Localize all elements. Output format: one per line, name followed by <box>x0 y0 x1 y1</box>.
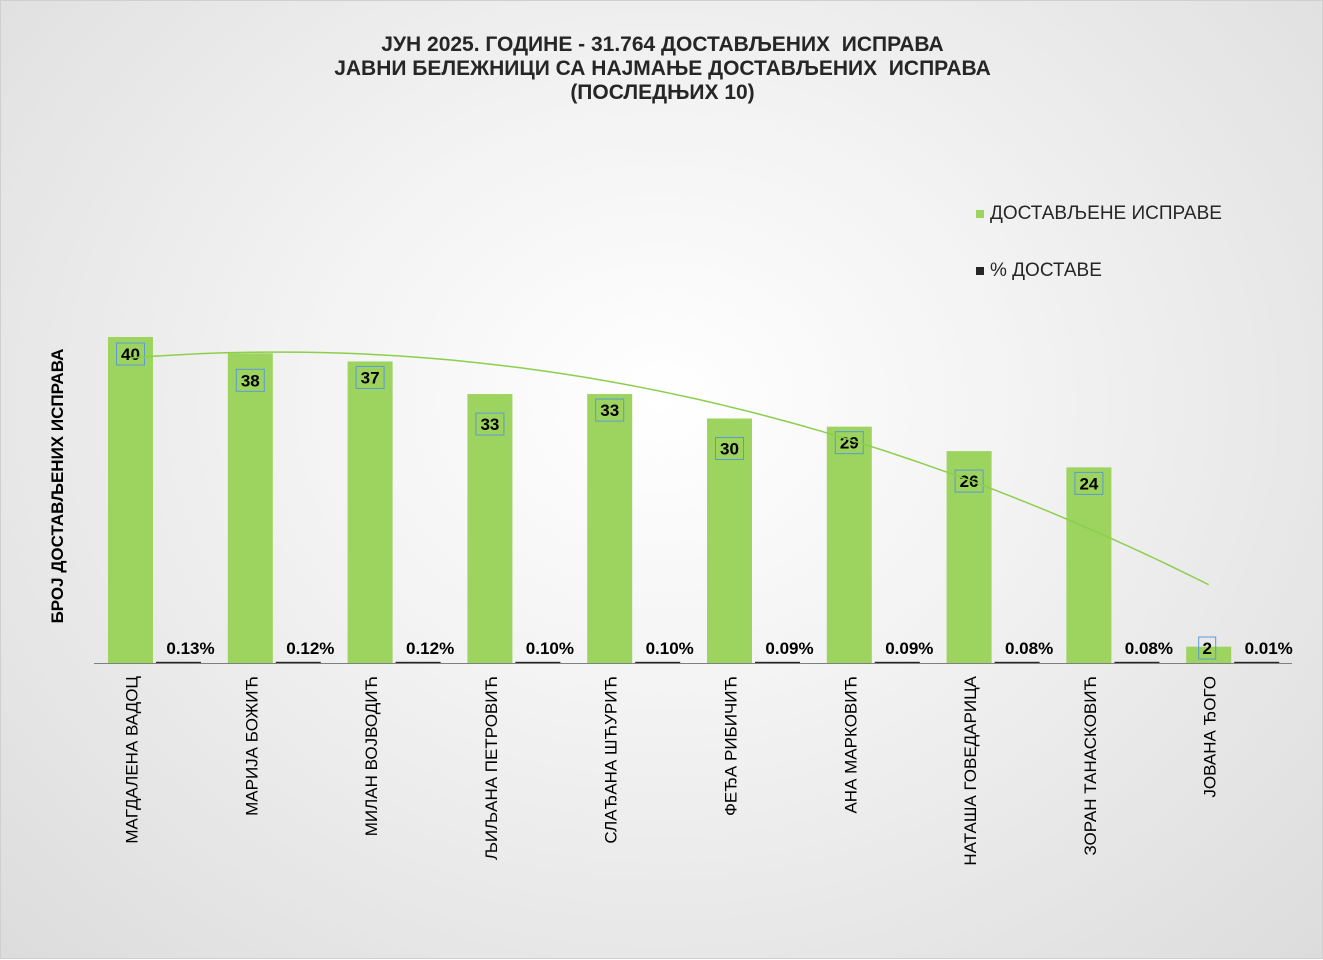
data-label-percent-3: 0.10% <box>526 639 574 658</box>
x-tick-label-4: СЛАЂАНА ШЋУРИЋ <box>602 676 621 844</box>
data-label-documents-7: 26 <box>960 472 979 491</box>
data-label-percent-1: 0.12% <box>286 639 334 658</box>
data-label-documents-0: 40 <box>121 345 140 364</box>
data-label-percent-9: 0.01% <box>1245 639 1293 658</box>
x-tick-label-2: МИЛАН ВОЈВОДИЋ <box>362 676 381 836</box>
bar-percent-9 <box>1234 661 1280 663</box>
x-tick-label-6: АНА МАРКОВИЋ <box>841 676 860 814</box>
data-label-box-4 <box>595 398 625 422</box>
bar-percent-8 <box>1114 661 1160 663</box>
data-label-documents-8: 24 <box>1079 474 1098 493</box>
bar-documents-6 <box>826 426 872 663</box>
data-label-box-5 <box>715 437 744 460</box>
data-label-documents-9: 2 <box>1202 639 1211 658</box>
legend-label-documents: ДОСТАВЉЕНЕ ИСПРАВЕ <box>990 203 1222 224</box>
x-tick-label-3: ЉИЉАНА ПЕТРОВИЋ <box>482 676 501 860</box>
bar-documents-8 <box>1066 467 1112 663</box>
data-label-percent-0: 0.13% <box>166 639 214 658</box>
bar-documents-4 <box>587 394 633 663</box>
data-label-documents-1: 38 <box>241 371 260 390</box>
data-label-box-1 <box>235 368 265 392</box>
x-tick-label-9: ЈОВАНА ЂОГО <box>1201 676 1220 798</box>
data-label-percent-2: 0.12% <box>406 639 454 658</box>
legend-label-percent: % ДОСТАВЕ <box>990 260 1102 281</box>
data-label-percent-8: 0.08% <box>1125 639 1173 658</box>
data-label-percent-7: 0.08% <box>1005 639 1053 658</box>
data-label-percent-5: 0.09% <box>765 639 813 658</box>
x-tick-label-1: МАРИЈА БОЖИЋ <box>242 676 261 816</box>
data-label-box-8 <box>1074 471 1104 495</box>
bar-documents-3 <box>467 394 513 663</box>
data-label-percent-6: 0.09% <box>885 639 933 658</box>
data-label-documents-4: 33 <box>600 401 619 420</box>
x-tick-label-7: НАТАША ГОВЕДАРИЦА <box>961 675 980 865</box>
bar-percent-5 <box>755 661 800 663</box>
bar-percent-2 <box>395 661 441 663</box>
data-label-documents-5: 30 <box>720 440 739 459</box>
data-label-box-6 <box>834 431 864 455</box>
data-label-box-3 <box>475 412 505 436</box>
data-label-documents-3: 33 <box>480 415 499 434</box>
bar-percent-6 <box>874 661 920 663</box>
data-label-documents-6: 29 <box>840 434 859 453</box>
bar-percent-3 <box>515 661 561 663</box>
data-label-box-7 <box>954 469 984 493</box>
chart-title-line-1: ЈУН 2025. ГОДИНЕ - 31.764 ДОСТАВЉЕНИХ ИС… <box>381 33 944 56</box>
bar-percent-1 <box>275 661 321 663</box>
x-tick-label-0: МАГДАЛЕНА ВАДОЦ <box>123 676 142 844</box>
bar-documents-0 <box>108 337 153 663</box>
x-tick-label-5: ФЕЂА РИБИЧИЋ <box>722 676 741 816</box>
bar-documents-2 <box>347 361 393 663</box>
bar-documents-1 <box>227 353 273 663</box>
chart-title-line-2: ЈАВНИ БЕЛЕЖНИЦИ СА НАЈМАЊЕ ДОСТАВЉЕНИХ И… <box>334 57 991 80</box>
bar-percent-7 <box>994 661 1040 663</box>
legend-swatch-documents <box>976 210 984 218</box>
trendline <box>130 351 1210 586</box>
data-label-box-2 <box>355 365 385 389</box>
chart-title: ЈУН 2025. ГОДИНЕ - 31.764 ДОСТАВЉЕНИХ ИС… <box>1 33 1323 105</box>
bar-percent-4 <box>635 661 681 663</box>
data-label-documents-2: 37 <box>361 368 380 387</box>
legend-swatch-percent <box>976 267 984 275</box>
bar-percent-0 <box>156 661 201 663</box>
data-label-box-9 <box>1198 636 1217 660</box>
data-label-percent-4: 0.10% <box>646 639 694 658</box>
legend-item-percent: % ДОСТАВЕ <box>976 260 1102 282</box>
bar-documents-9 <box>1186 646 1232 663</box>
chart-title-line-3: (ПОСЛЕДЊИХ 10) <box>570 81 755 104</box>
legend-item-documents: ДОСТАВЉЕНЕ ИСПРАВЕ <box>976 203 1222 225</box>
data-label-box-0 <box>116 342 145 366</box>
x-tick-label-8: ЗОРАН ТАНАСКОВИЋ <box>1081 676 1100 856</box>
